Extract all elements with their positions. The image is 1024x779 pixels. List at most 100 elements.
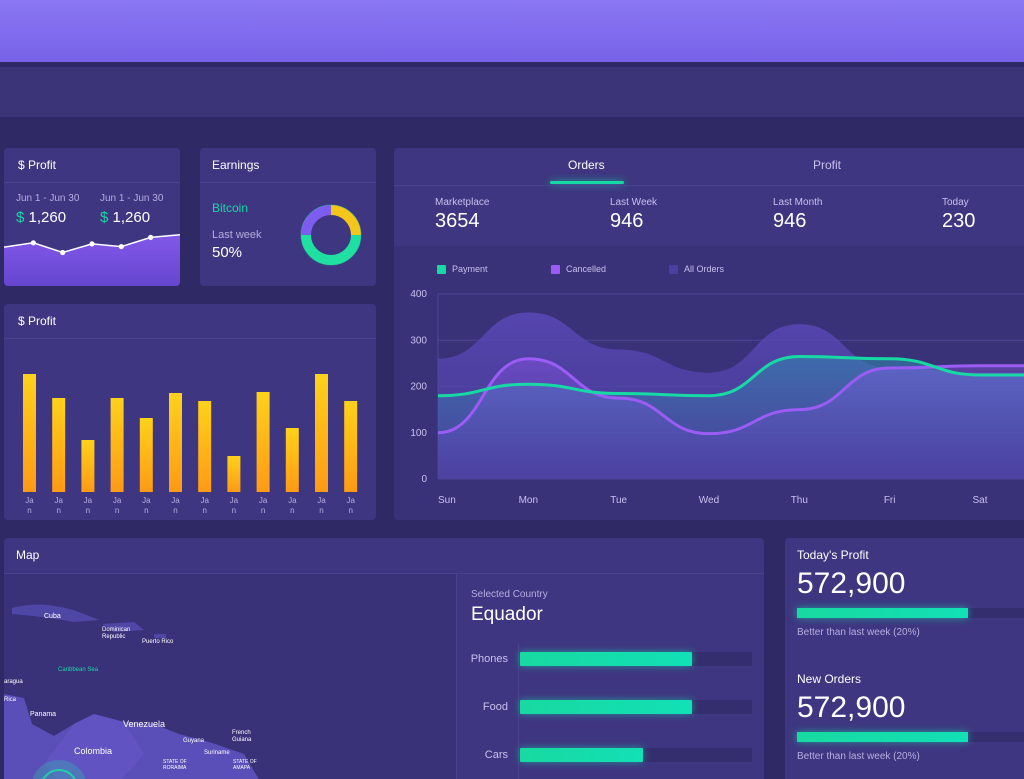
stat-value: 3654 (435, 210, 480, 232)
selected-country-label: Selected Country (471, 589, 548, 600)
stat-label: Today (942, 197, 969, 208)
active-tab-indicator (550, 181, 624, 184)
divider (456, 574, 457, 779)
x-tick-label: Sun (438, 495, 456, 506)
map-label-colombia: Colombia (74, 746, 113, 756)
tick-label: n (319, 506, 323, 515)
stat-label: Last Month (773, 197, 823, 208)
profit-progress-track (797, 608, 1024, 618)
tick-label: Ja (288, 496, 297, 505)
y-tick-label: 200 (410, 382, 427, 393)
tick-label: n (115, 506, 119, 515)
sparkline-area (4, 234, 180, 286)
legend-label: Payment (452, 264, 488, 274)
divider (394, 185, 1024, 186)
bar-track (520, 748, 752, 762)
map-label-cuba: Cuba (44, 613, 61, 620)
bar-fill-cars (520, 748, 643, 762)
tick-label: n (56, 506, 60, 515)
card-title: $ Profit (18, 158, 57, 172)
new-orders-note: Better than last week (20%) (797, 751, 920, 762)
bar-track (520, 652, 752, 666)
bar (23, 374, 36, 492)
bar-track (520, 700, 752, 714)
map-label-roraima: STATE OF RORAIMA (163, 759, 187, 771)
bar (139, 418, 153, 492)
tab-orders[interactable]: Orders (568, 158, 605, 172)
sparkline-point (148, 234, 154, 240)
legend-swatch (437, 264, 446, 274)
divider (4, 182, 180, 183)
stat-value: 946 (773, 210, 807, 232)
bar-label-phones: Phones (470, 653, 508, 665)
y-tick-label: 400 (410, 289, 427, 300)
bar-fill-food (520, 700, 692, 714)
today-profit-card: Today's Profit 572,900 Better than last … (785, 538, 1024, 779)
legend-label: Cancelled (566, 264, 607, 274)
tick-label: n (348, 506, 352, 515)
map-label-french-guiana: French Guiana (232, 730, 252, 743)
orders-area-chart: 0 100 200 300 400 Sun Mon Tue Wed Thu Fri Sat (410, 289, 1024, 506)
selected-country-name: Equador (471, 604, 543, 625)
sparkline-point (60, 249, 66, 256)
donut-segment (301, 205, 361, 265)
divider (200, 182, 376, 183)
donut-segment (301, 205, 361, 265)
tick-label: Ja (113, 496, 122, 505)
tick-label: Ja (346, 496, 355, 505)
sub-header-bar (0, 67, 1024, 117)
profit-summary-card: $ Profit Jun 1 - Jun 30 Jun 1 - Jun 30 $… (4, 148, 180, 286)
bar (315, 374, 328, 492)
divider (4, 338, 376, 339)
series-line-cancelled (437, 357, 1024, 436)
tick-label: Ja (259, 496, 268, 505)
legend-all-orders[interactable]: All Orders (669, 264, 724, 274)
tick-label: Ja (230, 496, 239, 505)
map-label-amapa: STATE OF AMAPA (233, 759, 257, 771)
tick-label: n (202, 506, 206, 515)
currency-symbol: $ (100, 209, 109, 226)
profit-bar-chart-card: $ Profit Ja n Ja n Ja n Ja n Ja n Ja n Ja n Ja n Ja n Ja n J… (4, 304, 376, 520)
bar (256, 392, 270, 492)
bar-label-food: Food (482, 701, 508, 713)
card-title: Map (16, 548, 40, 562)
tick-label: n (27, 506, 31, 515)
tab-profit[interactable]: Profit (813, 158, 842, 172)
card-title: $ Profit (18, 314, 57, 328)
map-card: Map Cuba Dominican Republic Puerto Rico … (4, 538, 764, 779)
new-orders-value: 572,900 (797, 691, 906, 724)
map-label-rica: Rica (4, 697, 17, 703)
legend-swatch (551, 264, 560, 274)
bar (198, 401, 212, 492)
currency-symbol: $ (16, 209, 25, 226)
map-graphic[interactable] (4, 574, 456, 779)
tick-label: Ja (317, 496, 326, 505)
stat-value: 946 (610, 210, 644, 232)
tick-label: Ja (84, 496, 93, 505)
date-range: Jun 1 - Jun 30 (100, 193, 164, 204)
map-label-dominican: Dominican Republic (102, 627, 131, 640)
stat-label: Marketplace (435, 197, 490, 208)
earnings-donut-chart (300, 204, 362, 266)
card-title: Earnings (212, 158, 260, 172)
bar (227, 456, 241, 492)
legend-cancelled[interactable]: Cancelled (551, 264, 606, 274)
legend-payment[interactable]: Payment (437, 264, 488, 274)
tick-label: Ja (200, 496, 209, 505)
x-tick-label: Sat (972, 495, 987, 506)
y-tick-label: 0 (421, 474, 427, 485)
x-tick-label: Tue (610, 495, 627, 506)
date-range: Jun 1 - Jun 30 (16, 193, 80, 204)
period-label: Last week (212, 229, 262, 241)
donut-glow (300, 204, 362, 266)
y-tick-label: 300 (410, 335, 427, 346)
map-label-venezuela: Venezuela (123, 719, 166, 729)
tick-label: Ja (54, 496, 63, 505)
amount-value: 1,260 (28, 209, 67, 226)
y-tick-label: 100 (410, 428, 427, 439)
x-tick-label: Fri (884, 495, 896, 506)
x-tick-label: Wed (699, 495, 719, 506)
today-profit-title: Today's Profit (797, 548, 869, 562)
bar (169, 393, 182, 492)
tick-label: n (86, 506, 90, 515)
